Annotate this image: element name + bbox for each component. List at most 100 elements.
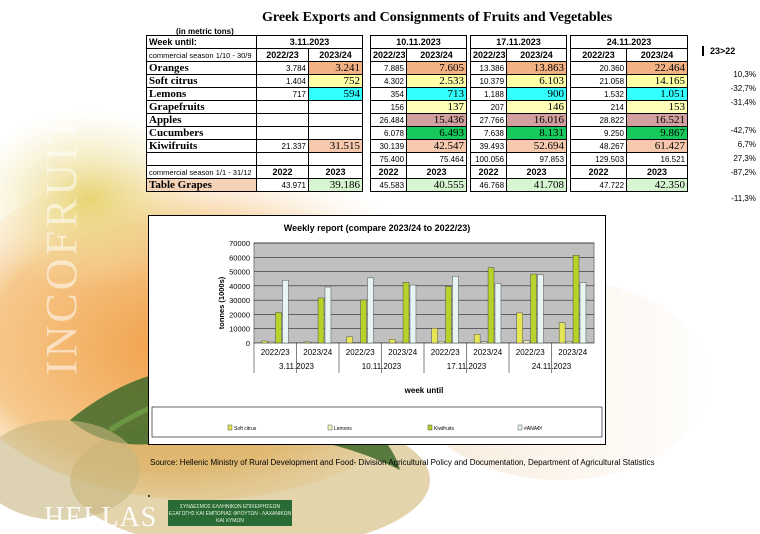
value-2023-24: 1.051 (626, 87, 689, 101)
legend-label: #ΑΝΑΦ! (524, 426, 542, 432)
season-col: 2022/23 (370, 48, 408, 62)
bar- (452, 275, 459, 344)
value-2022-23: 43.971 (256, 178, 309, 192)
legend-box (151, 406, 603, 438)
value-2023-24: 8.131 (506, 126, 568, 140)
grapes-row: Table Grapes 43.971 39.186 45.583 40.555 46.7… (146, 178, 689, 192)
value-2023-24: 16.016 (506, 113, 568, 127)
unit-note: (in metric tons) (176, 27, 234, 36)
bar-kiwifruits (360, 299, 367, 344)
week-header: 24.11.2023 (570, 35, 689, 49)
y-tick-label: 60000 (229, 253, 250, 262)
total-value: 75.400 (370, 152, 408, 166)
value-2023-24: 16.521 (626, 113, 689, 127)
total-value: 129.503 (570, 152, 628, 166)
bar-kiwifruits (530, 273, 537, 344)
value-2023-24: 3.241 (307, 61, 364, 75)
legend-swatch (227, 424, 233, 431)
legend-label: Kiwifruits (434, 426, 455, 432)
week-header: 10.11.2023 (370, 35, 468, 49)
product-name: Soft citrus (146, 74, 257, 88)
bar-lemons (438, 341, 445, 344)
season-label: commercial season 1/10 - 30/9 (146, 48, 257, 62)
value-2022-23: 45.583 (370, 178, 408, 192)
value-2023-24: 41.708 (506, 178, 568, 192)
season-col: 2023/24 (307, 48, 364, 62)
value-2023-24: 900 (506, 87, 568, 101)
x-tick-label: 2023/24 (473, 348, 502, 357)
value-2022-23: 27.766 (470, 113, 508, 127)
bar- (494, 283, 502, 344)
product-row: Soft citrus 1.404 752 4.302 2.533 10.379 6.103… (146, 74, 689, 88)
bar-lemons (565, 341, 573, 344)
value-2022-23: 214 (570, 100, 628, 114)
y-tick-label: 40000 (229, 282, 250, 291)
bar-lemons (353, 342, 360, 344)
group-label: 17.11.2023 (447, 362, 487, 371)
value-2022-23: 4.302 (370, 74, 408, 88)
bar-softcitrus (516, 312, 523, 344)
trend-value: 6,7% (737, 140, 756, 149)
bar-softcitrus (558, 322, 566, 344)
value-2022-23: 39.493 (470, 139, 508, 153)
season-col: 2023 (406, 165, 468, 179)
trend-header: 23>22 (702, 46, 735, 56)
week-label: Week until: (146, 35, 257, 49)
x-tick-label: 2022/23 (346, 348, 375, 357)
column-gap (362, 87, 372, 101)
value-2023-24 (307, 100, 364, 114)
value-2023-24: 6.103 (506, 74, 568, 88)
x-tick-label: 2022/23 (516, 348, 545, 357)
bar- (579, 282, 587, 344)
weekly-chart: Weekly report (compare 2023/24 to 2022/2… (148, 215, 606, 445)
column-gap (362, 35, 372, 49)
value-2023-24: 31.515 (307, 139, 364, 153)
season-col: 2023 (307, 165, 364, 179)
column-gap (362, 126, 372, 140)
x-tick-label: 2023/24 (558, 348, 587, 357)
value-2022-23: 48.267 (570, 139, 628, 153)
value-2023-24: 713 (406, 87, 468, 101)
value-2023-24 (307, 113, 364, 127)
product-name: Table Grapes (146, 178, 257, 192)
bar-lemons (395, 341, 403, 344)
bar-lemons (268, 341, 275, 344)
bar-kiwifruits (402, 282, 410, 344)
incofruit-watermark: INCOFRUIT (37, 113, 86, 375)
y-tick-label: 30000 (229, 296, 250, 305)
value-2022-23: 46.768 (470, 178, 508, 192)
bar-kiwifruits (572, 255, 580, 344)
value-2023-24: 15.436 (406, 113, 468, 127)
bar-kiwifruits (487, 267, 495, 344)
legend-label: Lemons (334, 426, 352, 432)
trend-value: -87,2% (730, 168, 756, 177)
group-label: 10.11.2023 (362, 362, 402, 371)
bar- (409, 284, 417, 344)
bar-lemons (480, 341, 488, 344)
y-tick-label: 20000 (229, 310, 250, 319)
value-2023-24: 42.547 (406, 139, 468, 153)
product-name: Apples (146, 113, 257, 127)
group-label: 3.11.2023 (279, 362, 315, 371)
value-2023-24: 61.427 (626, 139, 689, 153)
season-col: 2022/23 (570, 48, 628, 62)
bar-softcitrus (346, 336, 353, 344)
value-2023-24: 6.493 (406, 126, 468, 140)
season-col: 2022 (570, 165, 628, 179)
product-name: Grapefruits (146, 100, 257, 114)
value-2023-24: 7.605 (406, 61, 468, 75)
value-2022-23: 1.532 (570, 87, 628, 101)
column-gap (362, 165, 372, 179)
trend-value: -31,4% (730, 98, 756, 107)
product-name: Kiwifruits (146, 139, 257, 153)
total-value: 16.521 (626, 152, 689, 166)
season-col: 2022 (256, 165, 309, 179)
bar-lemons (310, 341, 318, 344)
column-gap (362, 61, 372, 75)
value-2023-24: 2.533 (406, 74, 468, 88)
bar- (537, 274, 544, 344)
trend-value: 27,3% (733, 154, 756, 163)
total-value: 97.853 (506, 152, 568, 166)
value-2022-23: 1.188 (470, 87, 508, 101)
product-row: Lemons 717 594 354 713 1.188 900 1.532 1.051 (146, 87, 689, 101)
